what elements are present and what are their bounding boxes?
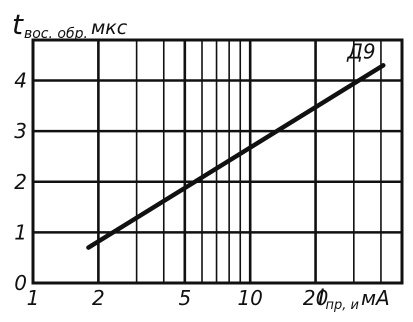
grid bbox=[33, 40, 402, 283]
x-tick-label: 1 bbox=[27, 286, 40, 310]
y-tick-label: 1 bbox=[14, 220, 27, 244]
x-tick-label: 2 bbox=[92, 286, 105, 310]
x-tick-label: 10 bbox=[237, 286, 262, 310]
x-axis-subscript: пр, и bbox=[326, 298, 359, 313]
y-axis-title: tвос. обр. мкс bbox=[12, 8, 128, 42]
y-tick-label: 0 bbox=[14, 271, 27, 295]
y-tick-label: 4 bbox=[14, 69, 27, 93]
y-axis-subscript: вос. обр. bbox=[24, 26, 88, 42]
y-axis-unit: мкс bbox=[91, 17, 128, 39]
y-tick-label: 2 bbox=[14, 170, 27, 194]
x-axis-symbol: I bbox=[318, 286, 325, 311]
series-line bbox=[86, 63, 386, 250]
x-axis-title: Iпр, и мА bbox=[318, 286, 390, 313]
y-tick-label: 3 bbox=[14, 119, 27, 143]
y-axis-symbol: t bbox=[12, 8, 24, 41]
series-layer: Д9 bbox=[86, 40, 386, 250]
x-tick-label: 5 bbox=[178, 286, 191, 310]
plot-frame bbox=[31, 38, 404, 285]
x-axis-unit: мА bbox=[361, 286, 390, 310]
series-label: Д9 bbox=[346, 40, 375, 64]
x-tick-label: 20 bbox=[303, 286, 328, 310]
